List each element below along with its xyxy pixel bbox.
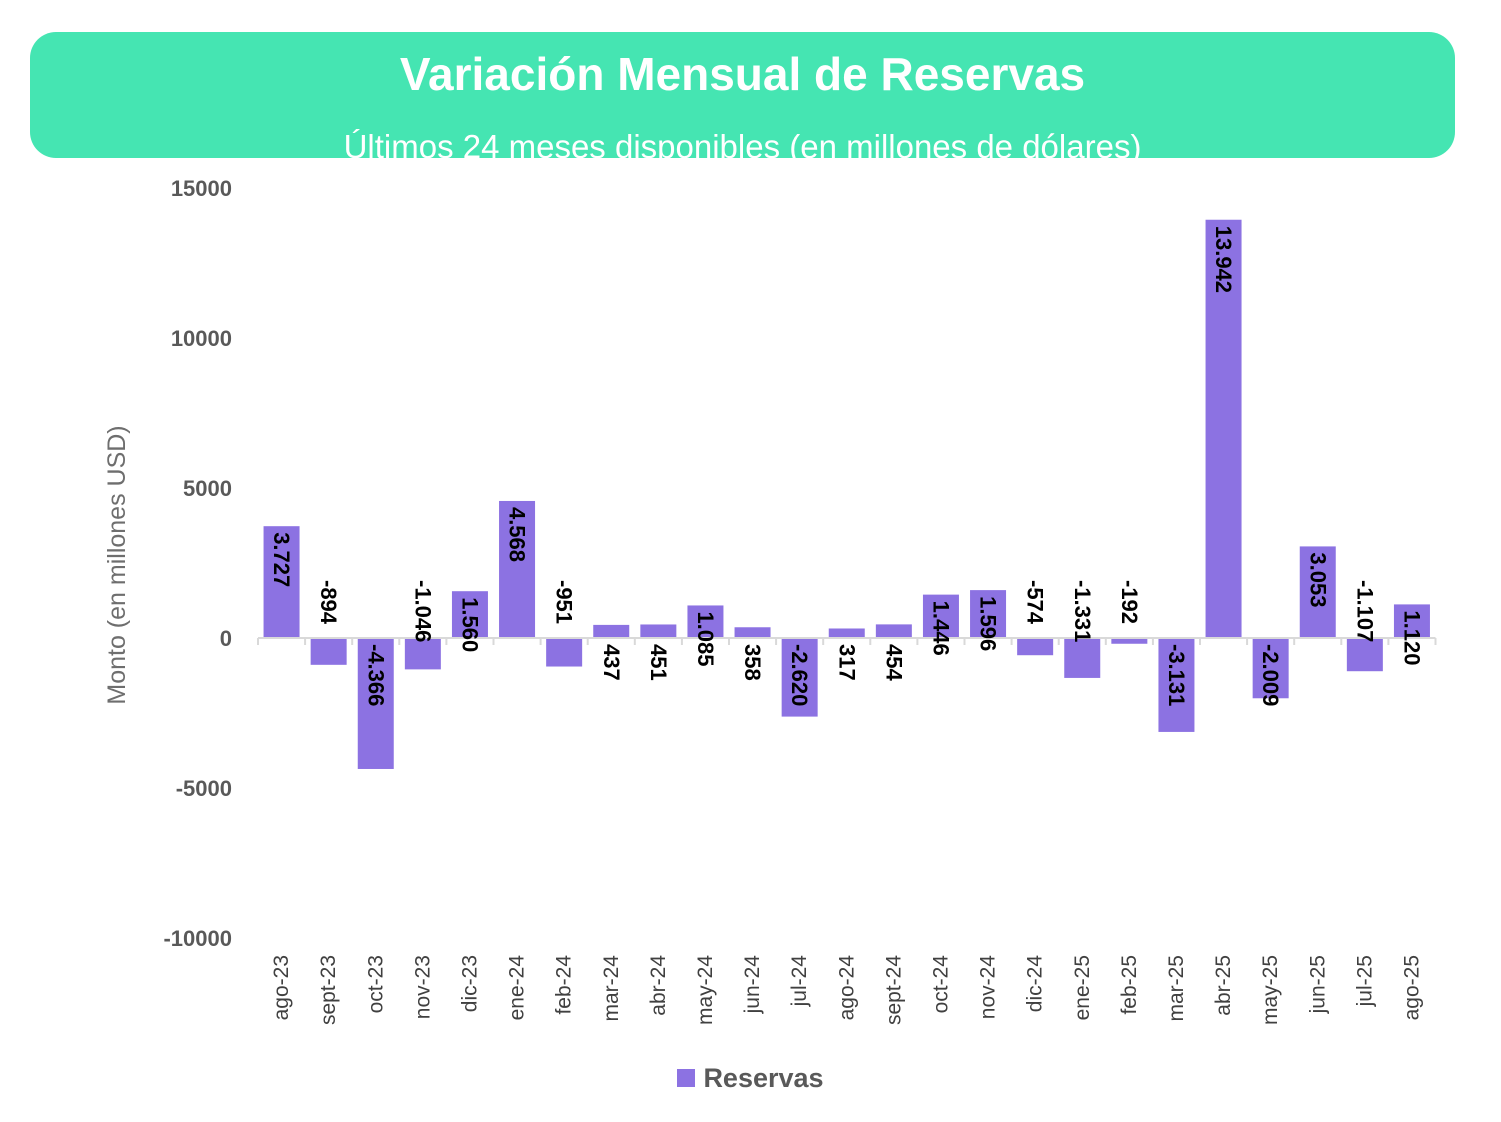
y-tick-label: 5000 — [183, 476, 232, 501]
data-label: 4.568 — [505, 507, 530, 562]
bar — [1299, 546, 1336, 638]
bar — [1017, 638, 1054, 656]
bar — [1346, 638, 1383, 672]
data-label: 317 — [834, 644, 859, 681]
data-label: 1.085 — [693, 611, 718, 666]
data-label: 13.942 — [1211, 226, 1236, 293]
bar — [970, 590, 1007, 638]
bar — [263, 526, 300, 638]
bar — [781, 638, 818, 717]
bar — [1252, 638, 1289, 699]
bar — [451, 591, 488, 638]
x-tick-label: jun-25 — [1306, 955, 1329, 1014]
x-tick-label: oct-23 — [364, 955, 387, 1013]
y-tick-label: 10000 — [171, 326, 232, 351]
x-tick-label: ago-24 — [835, 955, 858, 1021]
data-label: 454 — [881, 644, 906, 681]
bar — [828, 628, 865, 638]
y-axis-label: Monto (en millones USD) — [103, 425, 131, 704]
data-label: 1.560 — [457, 597, 482, 652]
data-label: 1.446 — [928, 601, 953, 656]
x-tick-label: ago-25 — [1400, 955, 1423, 1020]
x-tick-label: dic-24 — [1024, 955, 1047, 1013]
bar — [546, 638, 583, 667]
x-tick-label: mar-24 — [600, 955, 623, 1022]
x-tick-label: sept-24 — [882, 955, 905, 1025]
bar — [734, 627, 771, 638]
data-label: 1.596 — [976, 596, 1001, 651]
x-tick-label: abr-24 — [647, 955, 670, 1016]
data-label: -894 — [316, 580, 341, 625]
x-tick-label: abr-25 — [1212, 955, 1235, 1016]
legend-swatch — [677, 1069, 696, 1087]
y-tick-label: -5000 — [176, 776, 232, 801]
legend: Reservas — [0, 1062, 1501, 1094]
data-label: -1.046 — [410, 580, 435, 642]
chart-subtitle: Últimos 24 meses disponibles (en millone… — [343, 128, 1142, 165]
data-label: -3.131 — [1164, 644, 1189, 706]
x-tick-label: ene-25 — [1071, 955, 1094, 1020]
data-label: 3.053 — [1305, 552, 1330, 607]
bar — [1111, 638, 1148, 644]
x-tick-label: jul-25 — [1353, 955, 1376, 1007]
bar — [922, 594, 959, 638]
x-tick-label: ene-24 — [506, 955, 529, 1021]
legend-label: Reservas — [703, 1062, 824, 1093]
bar — [404, 638, 441, 670]
x-tick-label: feb-24 — [553, 955, 576, 1015]
bar — [875, 624, 912, 638]
data-label: -1.107 — [1352, 580, 1377, 642]
x-tick-label: feb-25 — [1118, 955, 1141, 1015]
x-tick-label: ago-23 — [270, 955, 293, 1020]
x-tick-label: jun-24 — [741, 955, 764, 1015]
x-tick-label: sept-23 — [317, 955, 340, 1025]
data-label: 1.120 — [1399, 610, 1424, 665]
bar — [593, 624, 630, 638]
bar — [687, 605, 724, 638]
bar — [1205, 219, 1242, 639]
data-label: 3.727 — [269, 532, 294, 587]
data-label: 437 — [599, 644, 624, 681]
bar — [640, 624, 677, 638]
x-tick-label: nov-24 — [977, 955, 1000, 1020]
title-banner: Variación Mensual de Reservas Últimos 24… — [30, 32, 1455, 165]
data-label: -574 — [1023, 580, 1048, 625]
data-label: -951 — [552, 580, 577, 624]
y-tick-label: 0 — [220, 626, 232, 651]
x-tick-label: mar-25 — [1165, 955, 1188, 1022]
bar — [357, 638, 394, 769]
x-tick-label: dic-23 — [458, 955, 481, 1012]
chart-title: Variación Mensual de Reservas — [399, 48, 1086, 100]
bar — [1158, 638, 1195, 732]
data-label: -1.331 — [1070, 580, 1095, 642]
x-tick-label: nov-23 — [411, 955, 434, 1019]
data-label: -4.366 — [363, 644, 388, 706]
y-tick-label: -10000 — [163, 926, 232, 951]
x-tick-label: may-24 — [694, 955, 717, 1025]
x-tick-label: jul-24 — [788, 955, 811, 1008]
bar — [499, 500, 536, 638]
data-label: -2.009 — [1258, 644, 1283, 706]
x-tick-label: oct-24 — [929, 955, 952, 1014]
data-label: 358 — [740, 644, 765, 681]
data-label: -2.620 — [787, 644, 812, 706]
bar — [1393, 604, 1430, 638]
bar — [1064, 638, 1101, 678]
data-label: 451 — [646, 644, 671, 681]
bar — [310, 638, 347, 665]
data-label: -192 — [1117, 580, 1142, 624]
y-tick-label: 15000 — [171, 176, 232, 201]
x-tick-label: may-25 — [1259, 955, 1282, 1025]
